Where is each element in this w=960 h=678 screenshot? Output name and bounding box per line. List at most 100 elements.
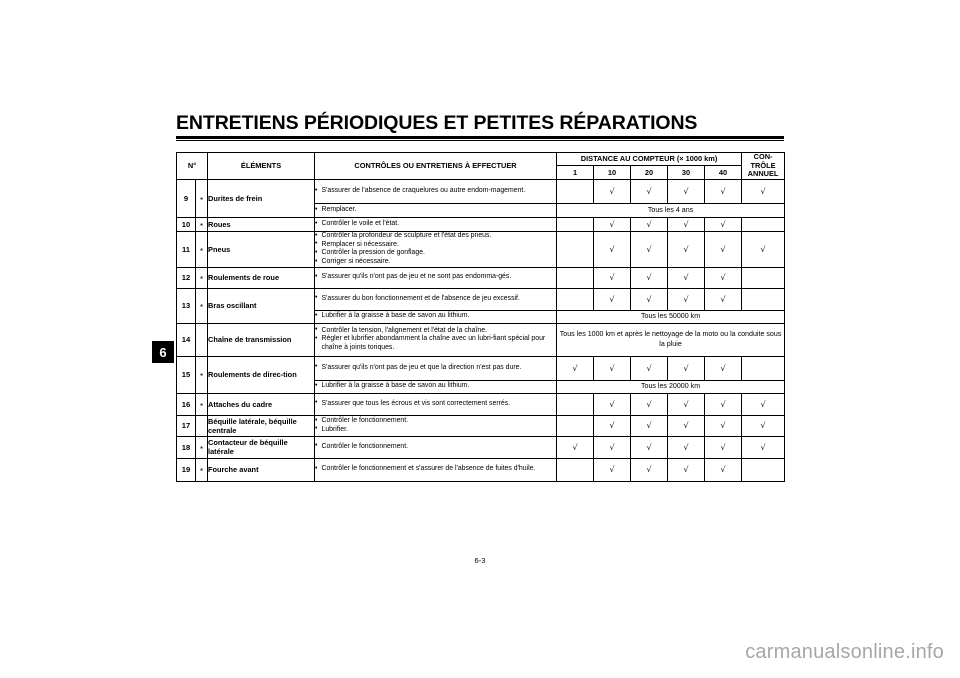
control-item: Corriger si nécessaire.: [315, 258, 556, 267]
check-cell-10: √: [593, 231, 632, 268]
control-item: S'assurer qu'ils n'ont pas de jeu et que…: [315, 363, 556, 373]
row-number: 15: [176, 355, 196, 394]
row-asterisk: *: [194, 231, 209, 268]
row-element: Durites de frein: [207, 179, 316, 219]
row-asterisk: *: [194, 392, 209, 416]
check-cell-30: √: [667, 266, 706, 289]
check-cell-1: [556, 414, 595, 437]
row-number: 17: [176, 414, 196, 437]
check-cell-1: [556, 287, 595, 311]
check-cell-1: √: [556, 355, 595, 381]
row-element: Béquille latérale, béquille centrale: [207, 414, 316, 437]
header-km-40: 40: [704, 165, 743, 181]
check-cell-1: [556, 179, 595, 205]
page-header: ENTRETIENS PÉRIODIQUES ET PETITES RÉPARA…: [176, 113, 784, 142]
check-cell-40: √: [704, 287, 743, 311]
row-element: Roues: [207, 217, 316, 233]
check-cell-10: √: [593, 457, 632, 482]
table-row: 15*Roulements de direc-tionS'assurer qu'…: [176, 355, 786, 394]
check-cell-annual: √: [741, 435, 786, 459]
control-item: Remplacer.: [315, 206, 556, 215]
row-controls: Lubrifier à la graisse à base de savon a…: [314, 379, 558, 394]
check-cell-10: √: [593, 266, 632, 289]
check-cell-annual: [741, 217, 786, 233]
check-cell-30: √: [667, 217, 706, 233]
row-element: Chaîne de transmission: [207, 322, 316, 357]
table-row: 12*Roulements de roueS'assurer qu'ils n'…: [176, 266, 786, 289]
title-rule-thick: [176, 136, 784, 139]
check-cell-20: √: [630, 414, 669, 437]
row-asterisk: *: [194, 217, 209, 233]
control-item: Contrôler la tension, l'alignement et l'…: [315, 326, 556, 336]
row-controls: Contrôler le fonctionnement.Lubrifier.: [314, 414, 558, 437]
row-number: 14: [176, 322, 196, 357]
table-header: N° ÉLÉMENTS CONTRÔLES OU ENTRETIENS À EF…: [175, 151, 786, 181]
interval-note: Tous les 20000 km: [556, 379, 786, 394]
row-number: 9: [176, 179, 196, 219]
control-item: S'assurer de l'absence de craquelures ou…: [315, 187, 556, 196]
maintenance-schedule-table: N° ÉLÉMENTS CONTRÔLES OU ENTRETIENS À EF…: [175, 151, 786, 482]
table-row: 18*Contacteur de béquille latéraleContrô…: [176, 435, 786, 459]
row-controls: Contrôler le voile et l'état.: [314, 217, 558, 233]
check-cell-1: [556, 231, 595, 268]
check-cell-30: √: [667, 414, 706, 437]
check-cell-40: √: [704, 355, 743, 381]
interval-note: Tous les 1000 km et après le nettoyage d…: [556, 322, 786, 357]
header-annual-line3: ANNUEL: [747, 169, 779, 179]
header-annual-line1: CON-: [753, 152, 773, 161]
check-cell-1: [556, 266, 595, 289]
check-cell-20: √: [630, 231, 669, 268]
control-item: S'assurer que tous les écrous et vis son…: [315, 399, 556, 409]
check-cell-1: [556, 457, 595, 482]
check-cell-annual: √: [741, 392, 786, 416]
check-cell-40: √: [704, 266, 743, 289]
table-row: 17 Béquille latérale, béquille centraleCo…: [176, 414, 786, 437]
table-row: 11*PneusContrôler la profondeur de sculp…: [176, 231, 786, 268]
check-cell-20: √: [630, 287, 669, 311]
check-cell-annual: √: [741, 231, 786, 268]
check-cell-40: √: [704, 217, 743, 233]
row-number: 18: [176, 435, 196, 459]
check-cell-30: √: [667, 179, 706, 205]
check-cell-20: √: [630, 392, 669, 416]
header-elements: ÉLÉMENTS: [207, 151, 316, 181]
table-body: 9*Durites de freinS'assurer de l'absence…: [176, 179, 786, 482]
check-cell-10: √: [593, 287, 632, 311]
row-asterisk: [194, 414, 209, 437]
control-item: Contrôler le fonctionnement et s'assurer…: [315, 465, 556, 474]
check-cell-30: √: [667, 435, 706, 459]
check-cell-30: √: [667, 355, 706, 381]
row-element: Pneus: [207, 231, 316, 268]
check-cell-20: √: [630, 179, 669, 205]
check-cell-20: √: [630, 457, 669, 482]
control-item: Contrôler le fonctionnement.: [315, 442, 556, 452]
row-number: 12: [176, 266, 196, 289]
row-asterisk: *: [194, 266, 209, 289]
row-controls: Contrôler le fonctionnement.: [314, 435, 558, 459]
control-item: Lubrifier à la graisse à base de savon a…: [315, 312, 556, 321]
check-cell-annual: [741, 266, 786, 289]
watermark: carmanualsonline.info: [745, 641, 944, 663]
check-cell-1: [556, 217, 595, 233]
interval-note: Tous les 50000 km: [556, 309, 786, 324]
check-cell-30: √: [667, 392, 706, 416]
check-cell-10: √: [593, 435, 632, 459]
row-controls: S'assurer qu'ils n'ont pas de jeu et que…: [314, 355, 558, 381]
check-cell-10: √: [593, 414, 632, 437]
check-cell-40: √: [704, 231, 743, 268]
row-element: Contacteur de béquille latérale: [207, 435, 316, 459]
row-controls: Lubrifier à la graisse à base de savon a…: [314, 309, 558, 324]
check-cell-40: √: [704, 179, 743, 205]
check-cell-40: √: [704, 435, 743, 459]
row-asterisk: [194, 322, 209, 357]
check-cell-1: √: [556, 435, 595, 459]
row-element: Roulements de roue: [207, 266, 316, 289]
chapter-tab: 6: [152, 341, 174, 363]
header-annual: CON- TRÔLE ANNUEL: [741, 151, 786, 181]
check-cell-40: √: [704, 414, 743, 437]
check-cell-10: √: [593, 217, 632, 233]
check-cell-10: √: [593, 179, 632, 205]
check-cell-20: √: [630, 217, 669, 233]
row-controls: Contrôler la profondeur de sculpture et …: [314, 231, 558, 268]
